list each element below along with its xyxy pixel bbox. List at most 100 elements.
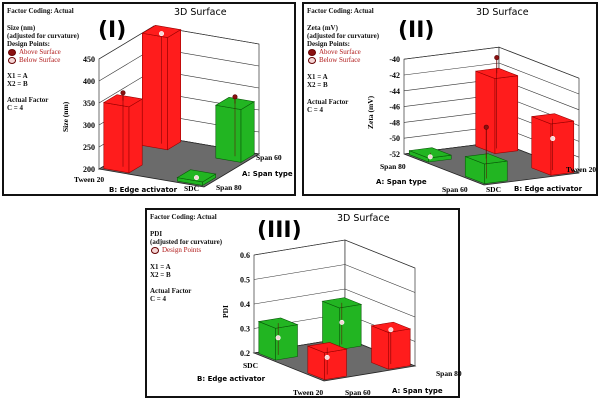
- level-span60: Span 60: [442, 185, 468, 194]
- level-span80: Span 80: [216, 183, 242, 192]
- panel-size: 200 250 300 350 400 450 Factor Coding: Actual…: [2, 2, 296, 196]
- tick-label: -46: [389, 103, 400, 112]
- level-span60: Span 60: [345, 388, 371, 397]
- response-name: PDI: [150, 230, 163, 238]
- design-point-icon: [151, 246, 159, 254]
- level-tween20: Tween 20: [566, 165, 597, 174]
- tick-label: -52: [389, 150, 400, 159]
- design-points-heading: Design Points:: [7, 40, 50, 48]
- legend-above: Above Surface: [4, 48, 61, 56]
- tick-label: 0.2: [240, 349, 250, 358]
- above-surface-icon: [308, 48, 316, 56]
- level-tween20: Tween 20: [293, 388, 324, 397]
- level-span80: Span 80: [436, 369, 462, 378]
- bar-front-face: [142, 32, 168, 151]
- c-value: C = 4: [150, 295, 167, 303]
- bar-Span60-SDC: [257, 317, 299, 361]
- axis-b-label: B: Edge activator: [514, 185, 583, 193]
- bar-side-face: [339, 304, 362, 350]
- x2-mapping: X2 = B: [307, 81, 328, 89]
- bar-Span80-Tween20: [102, 90, 144, 174]
- bar-front-face: [475, 70, 496, 155]
- factor-coding: Factor Coding: Actual: [7, 7, 74, 15]
- tick-label: 300: [83, 121, 95, 130]
- bar-side-face: [128, 98, 143, 174]
- bar-Span60-SDC: [464, 124, 508, 185]
- tick-label: -42: [389, 71, 400, 80]
- chart-title: 3D Surface: [337, 213, 390, 224]
- bar-Span60-SDC: [214, 94, 256, 163]
- bar-side-face: [494, 75, 519, 154]
- panel-zeta: -52 -50 -48 -46 -44 -42 -40 Factor Coding: Act…: [302, 2, 598, 196]
- legend-above-label: Above Surface: [19, 48, 61, 56]
- panel-label: (II): [398, 18, 435, 43]
- size-3d-chart: 200 250 300 350 400 450: [83, 25, 261, 188]
- panel-pdi: 0.2 0.3 0.4 0.5 0.6 Factor Coding: Actual PD…: [145, 208, 462, 398]
- gridline: [253, 264, 416, 293]
- design-point-below: [159, 31, 165, 37]
- tick-label: 0.3: [240, 325, 250, 334]
- design-point-above: [483, 124, 489, 130]
- level-tween20: Tween 20: [74, 175, 105, 184]
- legend-below: Below Surface: [304, 56, 360, 64]
- factor-coding: Factor Coding: Actual: [150, 213, 217, 221]
- panel-label: (I): [98, 18, 127, 43]
- bar-Span60-Tween20: [531, 113, 575, 176]
- tick-label: -44: [389, 87, 400, 96]
- axis-b-label: B: Edge activator: [109, 186, 178, 194]
- bar-side-face: [388, 328, 411, 370]
- bar-front-face: [531, 116, 552, 176]
- tick-label: 0.5: [240, 276, 250, 285]
- bar-Span60-Tween20: [141, 25, 182, 151]
- above-surface-icon: [8, 48, 16, 56]
- adjusted-note: (adjusted for curvature): [150, 238, 223, 246]
- gridline: [253, 239, 416, 269]
- bar-side-face: [484, 160, 508, 185]
- bar-Span80-SDC: [408, 147, 452, 163]
- factor-coding: Factor Coding: Actual: [307, 7, 374, 15]
- x2-mapping: X2 = B: [150, 271, 171, 279]
- actual-factor: Actual Factor: [307, 98, 349, 106]
- chart-title: 3D Surface: [476, 7, 529, 18]
- below-surface-icon: [308, 56, 316, 64]
- x1-mapping: X1 = A: [150, 263, 171, 271]
- design-point-below: [194, 175, 200, 181]
- design-point-below: [427, 154, 433, 160]
- tick-label: 0.4: [240, 300, 250, 309]
- actual-factor: Actual Factor: [7, 96, 49, 104]
- design-points-heading: Design Points:: [307, 40, 350, 48]
- design-point-below: [388, 327, 394, 333]
- bar-front-face: [371, 325, 389, 370]
- z-axis-label: Size (nm): [61, 101, 70, 132]
- design-point-below: [339, 319, 345, 325]
- bar-top-face: [321, 297, 363, 309]
- design-point-below: [324, 354, 330, 360]
- z-axis-label: PDI: [221, 305, 230, 318]
- design-point-above: [494, 55, 500, 61]
- chart-title: 3D Surface: [174, 7, 227, 18]
- tick-label: 400: [83, 77, 95, 86]
- bar-Span80-SDC: [176, 169, 217, 186]
- bar-Span60-Tween20: [306, 342, 348, 381]
- bar-side-face: [240, 101, 255, 163]
- level-span80: Span 80: [380, 162, 406, 171]
- bar-side-face: [167, 29, 181, 151]
- x2-mapping: X2 = B: [7, 80, 28, 88]
- axis-a-label: A: Span type: [392, 387, 443, 395]
- adjusted-note: (adjusted for curvature): [7, 32, 80, 40]
- design-point-above: [232, 94, 238, 100]
- axis-a-label: A: Span type: [242, 170, 293, 178]
- tick-label: 0.6: [240, 251, 250, 260]
- bar-side-face: [275, 324, 298, 361]
- c-value: C = 4: [307, 106, 324, 114]
- c-value: C = 4: [7, 104, 24, 112]
- legend-below-label: Below Surface: [19, 56, 61, 64]
- x1-mapping: X1 = A: [7, 72, 28, 80]
- below-surface-icon: [8, 56, 16, 64]
- panel-label: (III): [257, 218, 302, 243]
- level-sdc: SDC: [486, 185, 502, 194]
- tick-label: -40: [389, 55, 400, 64]
- tick-label: 350: [83, 99, 95, 108]
- bar-front-face: [103, 102, 130, 174]
- design-point-above: [120, 90, 126, 96]
